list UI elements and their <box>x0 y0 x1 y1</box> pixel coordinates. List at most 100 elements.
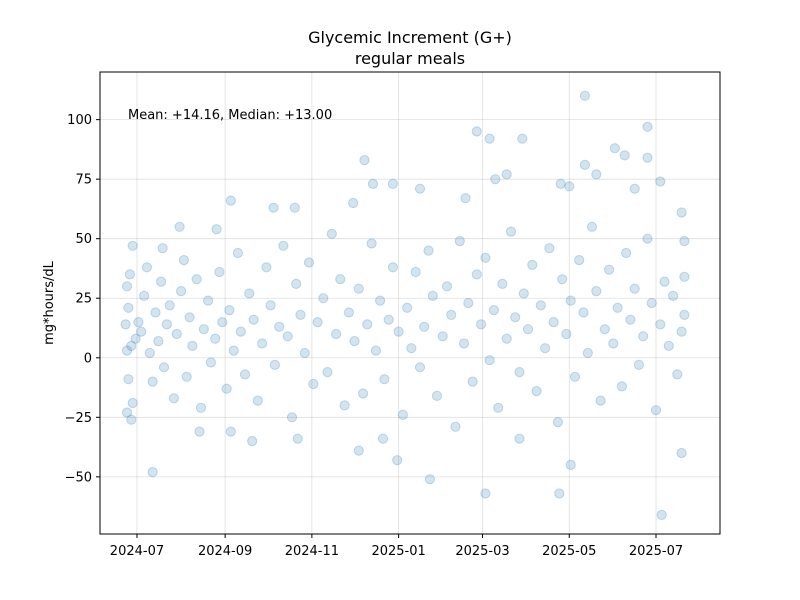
data-point <box>679 271 690 282</box>
data-point <box>153 336 164 347</box>
grid-lines <box>100 72 720 534</box>
data-point <box>224 305 235 316</box>
data-point <box>326 228 337 239</box>
data-point <box>406 343 417 354</box>
data-point <box>518 288 529 299</box>
x-tick-label: 2025-03 <box>455 544 509 559</box>
data-point <box>427 290 438 301</box>
data-point <box>379 374 390 385</box>
data-point <box>679 236 690 247</box>
data-point <box>397 409 408 420</box>
data-point <box>210 333 221 344</box>
data-point <box>191 274 202 285</box>
data-point <box>402 302 413 313</box>
data-point <box>414 183 426 194</box>
data-point <box>239 369 251 380</box>
data-point <box>331 328 342 340</box>
data-point <box>493 402 504 413</box>
data-point <box>414 362 426 373</box>
data-point <box>158 362 170 373</box>
data-point <box>343 307 354 318</box>
data-point <box>261 262 272 273</box>
data-point <box>217 317 228 328</box>
data-point <box>303 257 315 268</box>
data-point <box>484 133 495 144</box>
data-point <box>164 300 175 311</box>
data-point <box>578 307 589 318</box>
data-point <box>454 236 465 247</box>
data-point <box>121 281 133 292</box>
data-point <box>514 433 525 444</box>
data-point <box>269 359 280 370</box>
data-point <box>497 278 508 289</box>
data-point <box>629 283 640 294</box>
data-point <box>144 347 155 359</box>
data-point <box>510 312 521 323</box>
data-point <box>579 90 591 101</box>
data-point <box>359 155 370 166</box>
data-point <box>141 262 152 273</box>
data-point <box>561 328 572 340</box>
x-tick-label: 2025-07 <box>629 544 683 559</box>
data-point <box>387 178 398 189</box>
data-point <box>672 369 683 380</box>
data-point <box>569 371 581 382</box>
x-tick-label: 2024-07 <box>110 544 164 559</box>
data-point <box>655 176 666 187</box>
data-point <box>308 378 319 390</box>
x-axis: 2024-07 2024-09 2024-11 2025-01 2025-03 2025-… <box>110 534 683 559</box>
data-point <box>642 152 653 163</box>
data-point <box>257 338 268 349</box>
y-tick-label: 75 <box>75 173 92 188</box>
data-point <box>501 169 512 180</box>
data-point <box>130 333 141 344</box>
data-point <box>467 376 478 387</box>
data-point <box>679 309 690 320</box>
data-point <box>609 143 620 154</box>
data-point <box>366 238 377 249</box>
data-point <box>184 312 195 323</box>
data-point <box>676 447 687 459</box>
data-points <box>120 90 690 521</box>
data-point <box>362 319 373 330</box>
data-point <box>247 436 258 447</box>
data-point <box>198 324 209 335</box>
data-point <box>318 293 329 304</box>
data-point <box>655 319 666 330</box>
data-point <box>608 338 619 349</box>
data-point <box>353 445 364 456</box>
data-point <box>161 319 172 330</box>
data-point <box>348 197 359 209</box>
data-point <box>126 414 137 425</box>
data-point <box>441 281 453 292</box>
data-point <box>375 295 386 306</box>
y-tick-label: 50 <box>75 232 92 247</box>
data-point <box>194 426 205 437</box>
x-tick-label: 2024-11 <box>285 544 339 559</box>
data-point <box>501 333 512 344</box>
x-tick-label: 2024-09 <box>198 544 252 559</box>
data-point <box>488 305 499 316</box>
data-point <box>127 397 138 409</box>
data-point <box>410 266 421 278</box>
data-point <box>629 183 640 194</box>
data-point <box>268 202 279 213</box>
data-point <box>437 331 448 342</box>
data-point <box>147 467 158 478</box>
data-point <box>642 121 653 132</box>
data-point <box>124 269 135 280</box>
data-point <box>123 302 134 313</box>
data-point <box>393 326 404 337</box>
data-point <box>565 459 576 470</box>
chart-subtitle: regular meals <box>355 49 465 68</box>
data-point <box>557 274 568 285</box>
plot-frame <box>99 71 721 535</box>
data-point <box>147 376 158 387</box>
data-point <box>668 290 679 301</box>
data-point <box>638 331 649 342</box>
data-point <box>353 283 364 294</box>
data-point <box>582 347 593 359</box>
data-point <box>656 509 667 521</box>
